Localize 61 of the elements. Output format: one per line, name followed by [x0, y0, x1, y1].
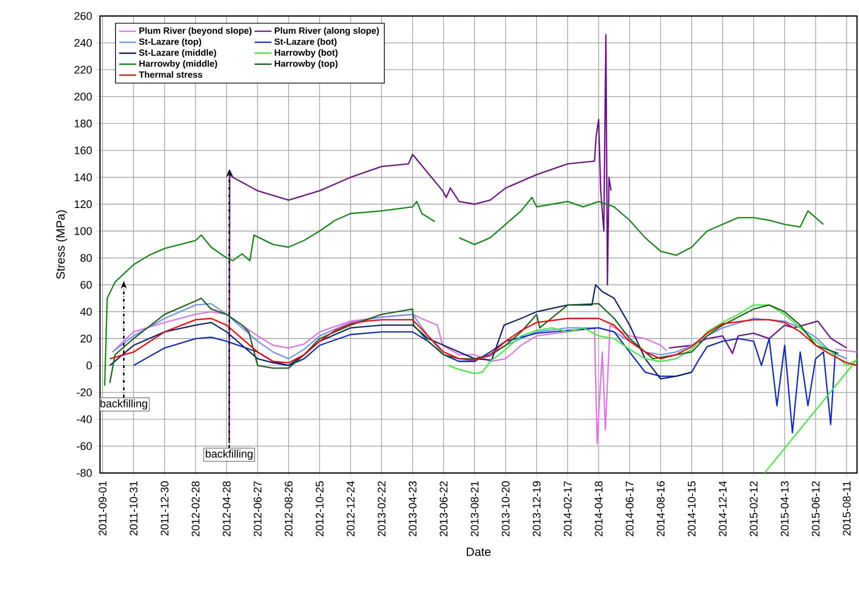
legend-label: Harrowby (middle) [139, 60, 218, 69]
line-series [109, 318, 858, 366]
x-tick-label: 2013-12-19 [532, 481, 541, 536]
y-tick-label: 120 [74, 200, 92, 208]
y-tick-label: 40 [80, 308, 92, 316]
legend-label: Plum River (along slope) [274, 27, 379, 36]
legend-label: Harrowby (bot) [274, 49, 338, 58]
y-tick-label: 140 [74, 173, 92, 182]
annotation: backfilling [206, 450, 253, 460]
x-tick-label: 2014-10-15 [688, 481, 696, 536]
line-series [109, 284, 692, 380]
y-tick-label: -40 [76, 415, 92, 424]
legend-label: St-Lazare (bot) [274, 38, 337, 47]
y-tick-label: 80 [80, 254, 92, 262]
x-tick-label: 2014-12-14 [718, 481, 727, 536]
x-tick-label: 2013-06-22 [440, 481, 448, 536]
y-tick-label: -60 [76, 442, 92, 450]
line-series [109, 298, 840, 384]
x-tick-label: 2015-08-11 [842, 481, 851, 536]
x-tick-label: 2013-08-21 [470, 481, 479, 536]
y-tick-label: -20 [76, 388, 92, 396]
y-tick-label: 160 [74, 146, 92, 154]
legend-label: St-Lazare (middle) [139, 49, 216, 58]
y-tick-label: 180 [74, 120, 92, 128]
x-tick-label: 2013-04-23 [408, 481, 417, 536]
annotation: backfilling [100, 399, 148, 410]
x-tick-label: 2014-04-18 [594, 481, 603, 536]
x-tick-label: 2012-02-28 [192, 481, 200, 536]
legend-label: St-Lazare (top) [139, 38, 202, 47]
line-series [448, 304, 858, 473]
x-tick-label: 2015-04-13 [780, 481, 789, 536]
x-tick-label: 2013-02-22 [378, 481, 386, 536]
legend-label: Harrowby (top) [274, 60, 338, 69]
x-tick-label: 2011-10-31 [130, 481, 138, 536]
y-tick-label: 200 [74, 92, 92, 101]
x-axis-title: Date [466, 548, 491, 556]
x-tick-label: 2015-02-12 [750, 481, 758, 536]
y-tick-label: 60 [80, 280, 92, 289]
x-tick-label: 2012-04-28 [222, 481, 230, 536]
y-tick-label: 100 [74, 227, 92, 235]
x-tick-label: 2011-12-30 [160, 481, 168, 536]
x-tick-label: 2014-02-17 [564, 481, 572, 536]
x-tick-label: 2015-06-12 [812, 481, 820, 536]
x-tick-label: 2012-06-27 [254, 481, 262, 536]
y-tick-label: 20 [80, 334, 92, 342]
y-tick-label: -80 [76, 469, 92, 477]
y-tick-label: 240 [74, 39, 92, 47]
x-tick-label: 2012-10-25 [316, 481, 324, 536]
x-tick-label: 2012-12-24 [346, 481, 354, 536]
y-tick-label: 260 [74, 12, 92, 20]
x-tick-label: 2013-10-20 [502, 481, 510, 536]
x-tick-label: 2014-08-16 [656, 481, 665, 536]
x-tick-label: 2011-09-01 [98, 481, 106, 536]
y-axis-title: Stress (MPa) [56, 210, 68, 279]
y-tick-label: 220 [74, 66, 92, 74]
legend-label: Thermal stress [138, 71, 202, 78]
x-tick-label: 2012-08-26 [284, 481, 292, 536]
legend-label: Plum River (beyond slope) [139, 27, 252, 36]
y-tick-label: 0 [86, 362, 92, 370]
x-tick-label: 2014-06-17 [626, 481, 634, 536]
line-series [112, 302, 848, 362]
